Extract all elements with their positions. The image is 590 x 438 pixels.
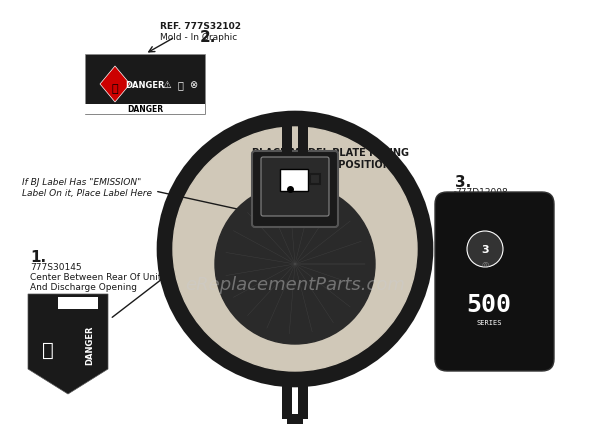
Text: OPERATORS POSITION: OPERATORS POSITION (269, 159, 391, 170)
Text: SERIES: SERIES (476, 319, 502, 325)
Text: 2.: 2. (200, 30, 217, 45)
Circle shape (173, 128, 417, 371)
Text: 3.: 3. (455, 175, 471, 190)
Text: 777S30145: 777S30145 (30, 262, 81, 272)
Text: 1.: 1. (30, 249, 46, 265)
Text: REF. 777S32102: REF. 777S32102 (160, 22, 241, 31)
Text: DANGER: DANGER (125, 80, 165, 89)
Polygon shape (28, 294, 108, 394)
Text: ⚠: ⚠ (163, 80, 171, 90)
Text: 500: 500 (467, 292, 512, 316)
Text: 777D12008: 777D12008 (455, 187, 508, 197)
Text: PLACE MODEL PLATE FACING: PLACE MODEL PLATE FACING (251, 148, 408, 158)
Bar (85, 105, 205, 115)
FancyBboxPatch shape (261, 158, 329, 216)
Text: ⊗: ⊗ (189, 80, 197, 90)
Text: 🤚: 🤚 (42, 340, 54, 359)
Text: 🔥: 🔥 (112, 84, 119, 94)
Text: Center Between Rear Of Unit: Center Between Rear Of Unit (30, 272, 162, 281)
Bar (58, 297, 98, 309)
Text: eReplacementParts.com: eReplacementParts.com (185, 276, 405, 293)
Text: ✋: ✋ (177, 80, 183, 90)
Bar (287, 414, 303, 424)
Text: If BJ Label Has "EMISSION": If BJ Label Has "EMISSION" (22, 177, 141, 187)
Text: DANGER: DANGER (127, 105, 163, 114)
Polygon shape (100, 67, 130, 103)
Text: ◎: ◎ (481, 260, 489, 269)
Bar (418, 234, 430, 262)
Circle shape (171, 126, 419, 373)
Circle shape (215, 184, 375, 344)
Bar (280, 170, 308, 191)
Bar (298, 374, 308, 419)
Bar (85, 55, 205, 115)
Text: Mold - In Graphic: Mold - In Graphic (160, 33, 237, 42)
Bar (282, 117, 292, 159)
Bar (310, 175, 320, 184)
Bar (160, 234, 172, 262)
Text: Label On it, Place Label Here: Label On it, Place Label Here (22, 189, 152, 198)
Text: 3: 3 (481, 244, 489, 254)
Bar (282, 374, 292, 419)
FancyBboxPatch shape (435, 193, 554, 371)
FancyBboxPatch shape (252, 152, 338, 227)
Text: DANGER: DANGER (86, 325, 94, 364)
Text: And Discharge Opening: And Discharge Opening (30, 283, 137, 291)
Circle shape (467, 231, 503, 267)
Bar (298, 117, 308, 159)
